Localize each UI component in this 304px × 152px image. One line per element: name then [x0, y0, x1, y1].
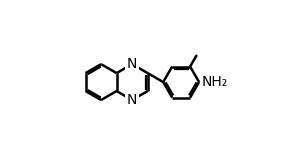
Text: NH₂: NH₂: [201, 75, 228, 89]
Text: N: N: [127, 57, 137, 71]
Text: N: N: [127, 93, 137, 107]
